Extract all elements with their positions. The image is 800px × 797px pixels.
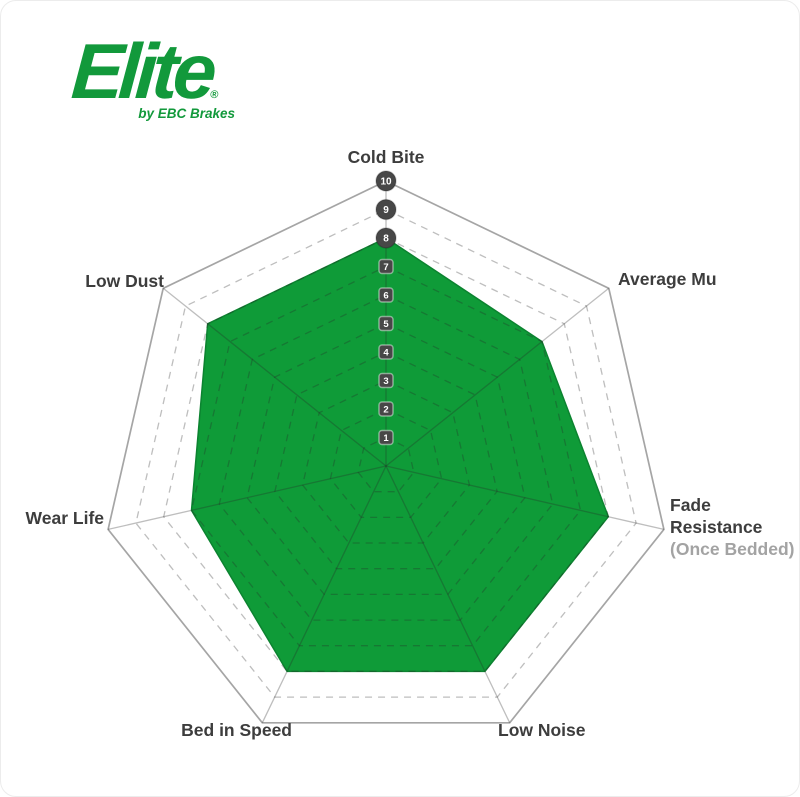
radar-spoke-wear-life [107,465,387,531]
scale-badge-label: 2 [383,404,388,415]
radar-grid-ring [246,322,526,596]
radar-data [190,237,610,673]
radar-data-polygon [190,237,610,673]
radar-grid-ring [274,351,498,570]
axis-label-low-dust: Low Dust [85,271,164,291]
scale-badge-7: 7 [378,258,394,275]
axis-label-fade-resistance: Fade Resistance (Once Bedded) [670,495,794,559]
scale-badge-6: 6 [378,287,394,303]
scale-badge-1: 1 [378,429,394,446]
scale-badge-label: 7 [383,262,388,273]
axis-sublabel-fade-resistance: (Once Bedded) [670,539,794,559]
radar-outer-ring [107,180,665,724]
axis-label-wear-life: Wear Life [26,508,105,528]
radar-grid-ring [329,408,443,519]
radar-grid-ring [162,237,610,673]
axis-label-bed-in-speed: Bed in Speed [181,720,292,740]
logo-tagline: by EBC Brakes [138,106,235,122]
scale-badge-4: 4 [378,344,394,360]
scale-badge-label: 6 [383,290,388,301]
radar-spoke-bed-in-speed [261,465,387,724]
radar-axis-labels: Cold Bite Average Mu Fade Resistance (Once B… [26,147,795,740]
radar-scale: 1 2 3 4 5 6 7 8 9 10 [375,170,397,446]
radar-grid-ring [190,265,582,647]
axis-label-low-noise: Low Noise [498,720,586,740]
scale-badge-label: 8 [383,234,389,245]
radar-spoke-low-dust [162,287,387,467]
radar-grid-ring [218,294,554,621]
scale-badge-label: 3 [383,376,388,387]
radar-spoke-fade-resistance [385,465,665,531]
scale-badge-5: 5 [378,315,394,332]
scale-badge-label: 10 [380,177,392,188]
scale-badge-label: 5 [383,319,389,330]
scale-badge-label: 9 [383,205,389,216]
logo: Elite® by EBC Brakes [51,27,241,122]
scale-badge-2: 2 [378,401,394,417]
scale-badge-9: 9 [375,198,397,221]
axis-label-average-mu: Average Mu [618,269,717,289]
radar-spoke-low-noise [385,465,511,724]
radar-grid-ring [301,379,471,544]
scale-badge-label: 1 [383,433,389,444]
scale-badge-8: 8 [375,227,397,249]
radar-grid-ring [357,436,415,493]
scale-badge-3: 3 [378,372,394,389]
radar-spoke-average-mu [385,287,610,467]
scale-badge-label: 4 [383,347,389,358]
axis-label-cold-bite: Cold Bite [348,147,425,167]
scale-badge-10: 10 [375,170,397,192]
